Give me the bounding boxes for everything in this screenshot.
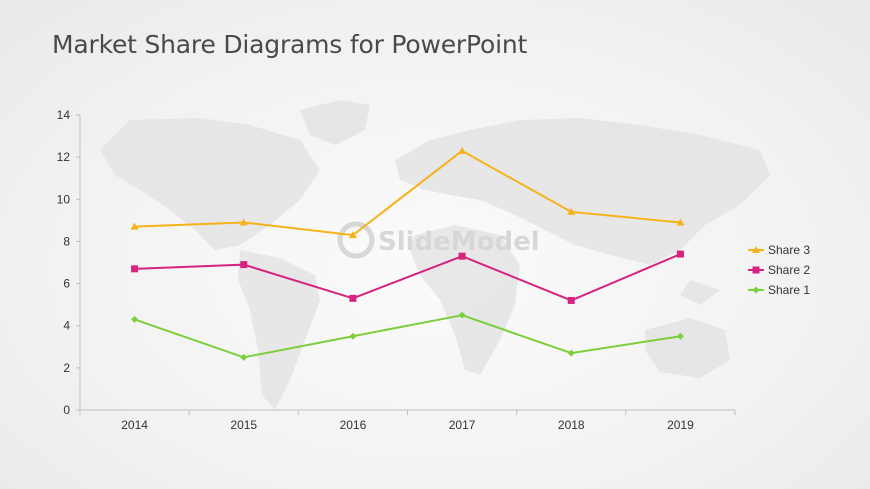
legend-marker: [752, 246, 760, 253]
series-share-3: [130, 146, 685, 239]
x-tick-label: 2017: [449, 418, 476, 432]
series-line-share-2: [134, 253, 681, 302]
legend: Share 3 Share 2 Share 1: [748, 243, 810, 297]
y-tick-label: 6: [63, 277, 70, 291]
y-tick-label: 4: [63, 319, 70, 333]
legend-marker: [752, 266, 760, 274]
data-point-share-2: [567, 296, 575, 304]
x-tick-label: 2019: [667, 418, 694, 432]
y-tick-label: 0: [63, 403, 70, 417]
legend-marker: [752, 286, 760, 294]
data-point-share-2: [240, 261, 248, 269]
page-title: Market Share Diagrams for PowerPoint: [52, 30, 528, 59]
legend-item-share-2: Share 2: [748, 263, 810, 277]
data-point-share-3: [458, 146, 467, 154]
x-tick-label: 2014: [121, 418, 148, 432]
series-line-share-1: [134, 314, 681, 359]
svg-text:SlideModel: SlideModel: [378, 227, 540, 257]
series-layer: [130, 146, 685, 361]
legend-label: Share 1: [768, 283, 810, 297]
series-share-2: [131, 250, 684, 304]
data-point-share-3: [130, 222, 139, 230]
data-point-share-1: [567, 349, 575, 357]
data-point-share-1: [349, 332, 357, 340]
data-point-share-2: [349, 294, 357, 302]
legend-label: Share 3: [768, 243, 810, 257]
x-tick-label: 2016: [340, 418, 367, 432]
data-point-share-3: [676, 218, 685, 226]
y-tick-label: 10: [57, 192, 71, 206]
y-tick-label: 8: [63, 234, 70, 248]
y-tick-label: 12: [57, 150, 71, 164]
data-point-share-3: [239, 218, 248, 226]
watermark: SlideModel: [337, 221, 540, 259]
data-point-share-1: [131, 315, 139, 323]
data-point-share-2: [458, 252, 466, 260]
series-line-share-3: [134, 149, 681, 237]
x-tick-label: 2015: [230, 418, 257, 432]
x-tick-label: 2018: [558, 418, 585, 432]
data-point-share-2: [131, 265, 139, 273]
legend-label: Share 2: [768, 263, 810, 277]
data-point-share-3: [567, 207, 576, 215]
y-tick-label: 14: [57, 108, 71, 122]
legend-item-share-3: Share 3: [748, 243, 810, 257]
x-axis-ticks: 2014 2015 2016 2017 2018 2019: [79, 410, 736, 432]
world-map-background: [100, 100, 770, 410]
data-point-share-3: [348, 231, 357, 239]
y-tick-label: 2: [63, 361, 70, 375]
legend-item-share-1: Share 1: [748, 283, 810, 297]
data-point-share-2: [676, 250, 684, 258]
y-axis-ticks: 0 2 4 6 8 10 12 14: [57, 108, 80, 417]
data-point-share-1: [240, 353, 248, 361]
series-share-1: [131, 311, 684, 361]
data-point-share-1: [458, 311, 466, 319]
data-point-share-1: [676, 332, 684, 340]
